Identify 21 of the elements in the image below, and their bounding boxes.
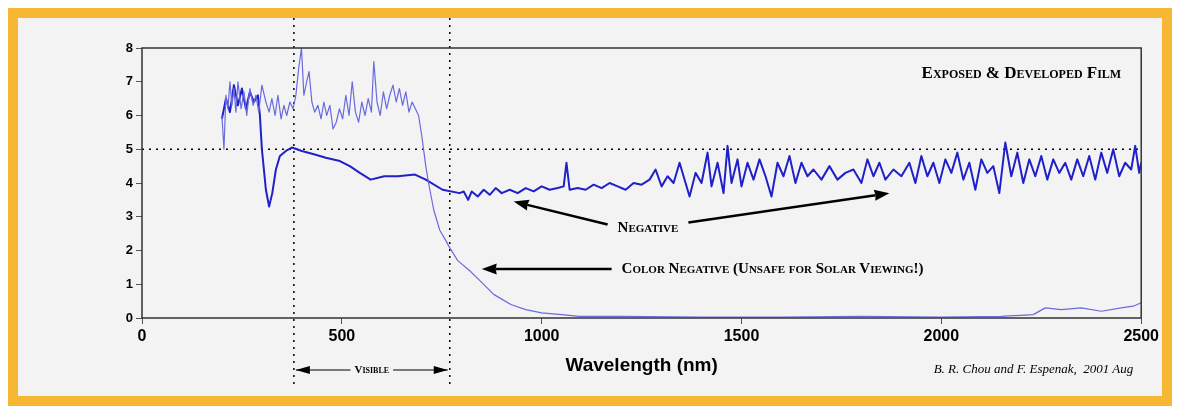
y-tick-label: 2	[125, 242, 133, 258]
x-tick-label: 1000	[523, 327, 560, 345]
x-tick-label: 2500	[1123, 327, 1160, 345]
y-tick-label: 3	[125, 208, 133, 224]
x-tick-label: 1500	[723, 327, 760, 345]
y-tick-label: 0	[125, 309, 133, 325]
x-axis-title: Wavelength (nm)	[565, 354, 718, 376]
text: Visible	[354, 362, 390, 375]
x-tick-label: 500	[328, 327, 356, 345]
y-tick-label: 4	[125, 174, 134, 190]
y-tick-label: 5	[125, 140, 133, 156]
x-tick-label: 2000	[923, 327, 960, 345]
text: B. R. Chou and F. Espenak, 2001 Aug	[933, 361, 1134, 377]
y-tick-label: 8	[125, 39, 133, 55]
text: Exposed & Developed Film	[921, 63, 1122, 83]
y-tick-label: 7	[125, 73, 133, 89]
x-tick-label: 0	[137, 327, 147, 345]
text: Color Negative (Unsafe for Solar Viewing!)	[621, 259, 924, 277]
series-label: Negative	[617, 219, 679, 236]
y-tick-label: 1	[125, 275, 133, 291]
y-tick-label: 6	[125, 107, 133, 123]
